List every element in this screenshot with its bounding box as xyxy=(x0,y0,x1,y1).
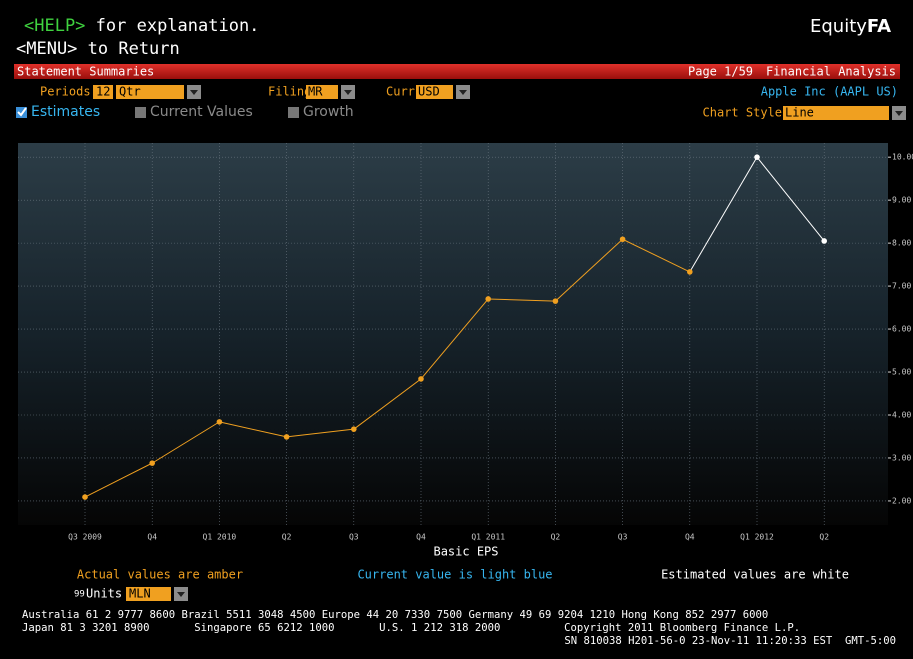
y-tick-label: 5.00 xyxy=(892,368,911,377)
data-point xyxy=(418,376,424,382)
y-tick-label: 10.00 xyxy=(892,153,913,162)
y-tick-label: 6.00 xyxy=(892,325,911,334)
curr-value: USD xyxy=(418,85,440,99)
line-segment xyxy=(488,298,556,302)
note-actual: Actual values are amber xyxy=(77,568,243,582)
line-segment xyxy=(219,421,287,438)
data-point xyxy=(283,434,290,440)
line-segment xyxy=(151,421,220,464)
x-axis-label: Basic EPS xyxy=(433,545,498,559)
x-tick-label: Q3 xyxy=(349,533,359,542)
footer-line: Australia 61 2 9777 8600 Brazil 5511 304… xyxy=(22,609,768,621)
help-line: <HELP> for explanation. xyxy=(24,16,259,36)
line-segment xyxy=(84,462,153,498)
x-tick-label: Q3 xyxy=(618,533,628,542)
units-field[interactable] xyxy=(126,587,171,601)
line-segment xyxy=(689,156,758,273)
x-tick-label: Q1 2010 xyxy=(203,533,237,542)
growth-label: Growth xyxy=(303,104,354,120)
chart-style-field[interactable] xyxy=(783,106,889,120)
current-values-label: Current Values xyxy=(150,104,253,120)
data-point xyxy=(619,236,626,243)
line-segment xyxy=(555,238,623,302)
dropdown-arrow xyxy=(344,90,352,95)
growth-checkbox[interactable] xyxy=(288,107,299,118)
y-tick-label: 2.00 xyxy=(892,496,911,505)
filing-value: MR xyxy=(308,85,323,99)
periods-field[interactable] xyxy=(93,85,113,99)
help-text: for explanation. xyxy=(85,16,259,36)
brand-bold: FA xyxy=(867,16,891,37)
dropdown-arrow xyxy=(459,90,467,95)
title-bar xyxy=(14,64,900,79)
line-segment xyxy=(353,378,422,430)
line-segment xyxy=(622,238,691,273)
y-tick-label: 9.00 xyxy=(892,196,911,205)
x-tick-label: Q4 xyxy=(416,533,426,542)
footer-line: Japan 81 3 3201 8900 Singapore 65 6212 1… xyxy=(22,622,800,634)
x-tick-label: Q2 xyxy=(819,533,829,542)
x-tick-label: Q4 xyxy=(147,533,157,542)
filing-field[interactable] xyxy=(306,85,338,99)
curr-label: Curr xyxy=(386,85,415,99)
data-point xyxy=(485,296,492,302)
curr-field[interactable] xyxy=(416,85,453,99)
units-label: Units xyxy=(86,587,122,601)
periods-unit-field[interactable] xyxy=(116,85,184,99)
brand: EquityFA xyxy=(810,16,891,37)
estimates-checkbox[interactable] xyxy=(16,107,27,118)
page-indicator: Page 1/59 xyxy=(688,65,753,79)
data-point xyxy=(821,238,827,244)
data-point xyxy=(149,460,155,466)
help-key[interactable]: <HELP> xyxy=(24,16,85,36)
units-value: MLN xyxy=(129,587,151,601)
y-tick-label: 7.00 xyxy=(892,282,911,291)
dropdown-arrow xyxy=(895,111,903,116)
data-point xyxy=(687,269,693,275)
y-tick-label: 3.00 xyxy=(892,453,911,462)
filing-label: Filing xyxy=(268,85,311,99)
brand-main: Equity xyxy=(810,16,867,37)
y-tick-label: 4.00 xyxy=(892,410,911,419)
data-point xyxy=(552,298,559,304)
periods-value: 12 xyxy=(96,85,110,99)
title-right: Financial Analysis xyxy=(766,65,896,79)
y-tick-label: 8.00 xyxy=(892,239,911,248)
menu-line[interactable]: <MENU> to Return xyxy=(16,39,180,59)
note-current: Current value is light blue xyxy=(357,568,552,582)
data-point xyxy=(351,426,357,432)
title-left: Statement Summaries xyxy=(17,65,154,79)
security-name: Apple Inc (AAPL US) xyxy=(761,85,898,99)
chart-style-label: Chart Style xyxy=(703,106,782,120)
check-mark xyxy=(17,107,27,117)
line-segment xyxy=(420,298,489,380)
dropdown-arrow xyxy=(177,592,185,597)
data-point xyxy=(216,419,223,425)
footer-line: SN 810038 H201-56-0 23-Nov-11 11:20:33 E… xyxy=(564,635,896,647)
units-icon: 99 xyxy=(74,590,85,600)
periods-unit: Qtr xyxy=(119,85,141,99)
dropdown-arrow xyxy=(190,90,198,95)
plot: 2.00 3.00 4.00 5.00 6.00 7.00 8.00 9.00 10.00 Q3 … xyxy=(18,143,913,542)
periods-label: Periods xyxy=(40,85,91,99)
x-tick-label: Q3 2009 xyxy=(68,533,102,542)
current-values-checkbox[interactable] xyxy=(135,107,146,118)
plot-area xyxy=(18,143,888,525)
x-tick-label: Q2 xyxy=(551,533,561,542)
line-segment xyxy=(756,156,825,242)
line-segment xyxy=(286,428,354,438)
x-tick-label: Q2 xyxy=(282,533,292,542)
x-tick-label: Q1 2011 xyxy=(471,533,505,542)
chart-style-value: Line xyxy=(785,106,814,120)
note-estimated: Estimated values are white xyxy=(661,568,849,582)
x-tick-label: Q4 xyxy=(685,533,695,542)
x-tick-label: Q1 2012 xyxy=(740,533,774,542)
estimates-label: Estimates xyxy=(31,104,100,120)
data-point xyxy=(82,494,88,500)
data-point xyxy=(754,154,760,160)
